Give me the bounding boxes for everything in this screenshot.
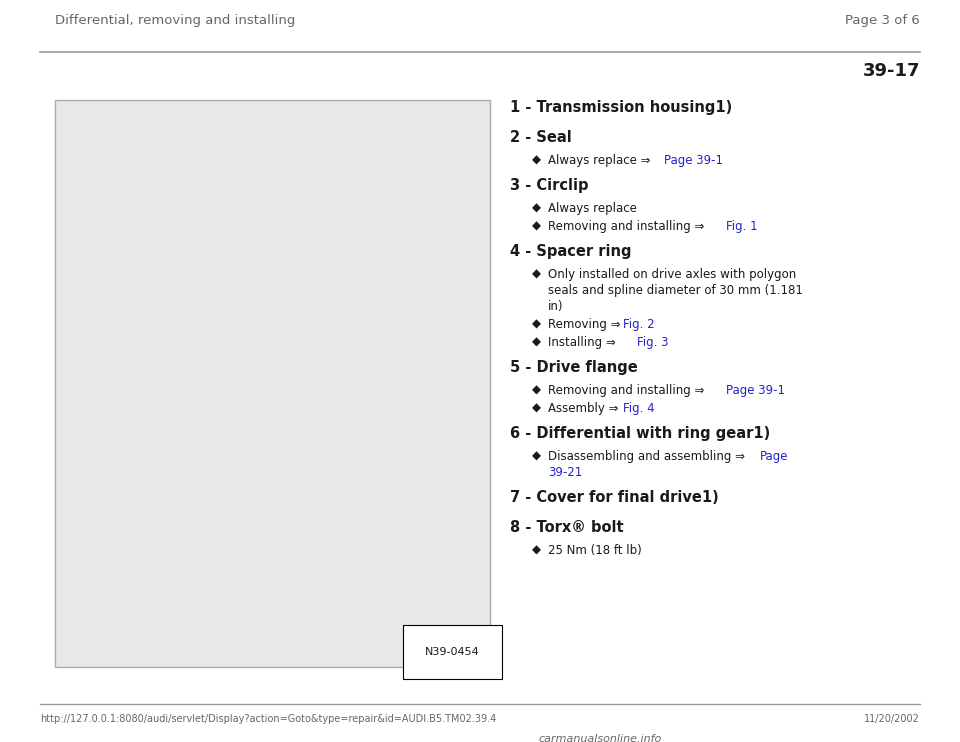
Text: Page: Page (760, 450, 789, 463)
Text: ◆: ◆ (532, 220, 541, 233)
FancyBboxPatch shape (55, 100, 490, 667)
Text: 4 - Spacer ring: 4 - Spacer ring (510, 244, 632, 259)
Text: ◆: ◆ (532, 450, 541, 463)
Text: Removing ⇒: Removing ⇒ (548, 318, 624, 331)
Text: ◆: ◆ (532, 402, 541, 415)
Text: Always replace: Always replace (548, 202, 636, 215)
Text: Removing and installing ⇒: Removing and installing ⇒ (548, 220, 708, 233)
Text: Fig. 4: Fig. 4 (623, 402, 655, 415)
Text: in): in) (548, 300, 564, 313)
Text: 2 - Seal: 2 - Seal (510, 130, 572, 145)
Text: ◆: ◆ (532, 154, 541, 167)
Text: 39-17: 39-17 (862, 62, 920, 80)
Text: 11/20/2002: 11/20/2002 (864, 714, 920, 724)
Text: Removing and installing ⇒: Removing and installing ⇒ (548, 384, 708, 397)
Text: Fig. 3: Fig. 3 (637, 336, 668, 349)
Text: ◆: ◆ (532, 384, 541, 397)
Text: Page 3 of 6: Page 3 of 6 (845, 14, 920, 27)
Text: Page 39-1: Page 39-1 (726, 384, 785, 397)
Text: Always replace ⇒: Always replace ⇒ (548, 154, 655, 167)
Text: Page 39-1: Page 39-1 (664, 154, 724, 167)
Text: 1 - Transmission housing1): 1 - Transmission housing1) (510, 100, 732, 115)
Text: 3 - Circlip: 3 - Circlip (510, 178, 588, 193)
Text: Fig. 2: Fig. 2 (623, 318, 655, 331)
Text: 6 - Differential with ring gear1): 6 - Differential with ring gear1) (510, 426, 770, 441)
Text: Fig. 1: Fig. 1 (726, 220, 757, 233)
Text: 25 Nm (18 ft lb): 25 Nm (18 ft lb) (548, 544, 641, 557)
Text: 5 - Drive flange: 5 - Drive flange (510, 360, 637, 375)
Text: Differential, removing and installing: Differential, removing and installing (55, 14, 296, 27)
Text: http://127.0.0.1:8080/audi/servlet/Display?action=Goto&type=repair&id=AUDI.B5.TM: http://127.0.0.1:8080/audi/servlet/Displ… (40, 714, 496, 724)
Text: ◆: ◆ (532, 318, 541, 331)
Text: ◆: ◆ (532, 202, 541, 215)
Text: 8 - Torx® bolt: 8 - Torx® bolt (510, 520, 624, 535)
Text: 39-21: 39-21 (548, 466, 583, 479)
Text: 7 - Cover for final drive1): 7 - Cover for final drive1) (510, 490, 719, 505)
Text: ◆: ◆ (532, 336, 541, 349)
Text: Installing ⇒: Installing ⇒ (548, 336, 619, 349)
Text: Assembly ⇒: Assembly ⇒ (548, 402, 622, 415)
Text: ◆: ◆ (532, 544, 541, 557)
Text: Only installed on drive axles with polygon: Only installed on drive axles with polyg… (548, 268, 796, 281)
Text: seals and spline diameter of 30 mm (1.181: seals and spline diameter of 30 mm (1.18… (548, 284, 803, 297)
Text: carmanualsonline.info: carmanualsonline.info (539, 734, 661, 742)
Text: N39-0454: N39-0454 (425, 647, 480, 657)
Text: ◆: ◆ (532, 268, 541, 281)
Text: Disassembling and assembling ⇒: Disassembling and assembling ⇒ (548, 450, 749, 463)
